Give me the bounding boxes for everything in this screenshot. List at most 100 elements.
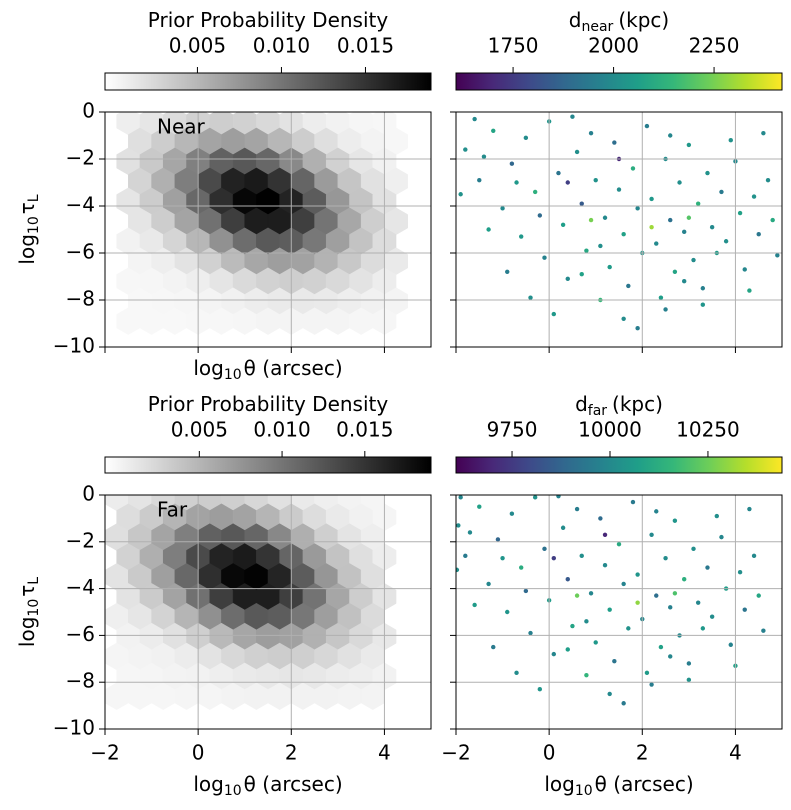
scatter-point bbox=[556, 170, 561, 176]
scatter-point bbox=[663, 307, 668, 312]
colorbar bbox=[455, 456, 783, 474]
scatter-point bbox=[682, 229, 687, 235]
scatter-point bbox=[700, 302, 706, 307]
scatter-point bbox=[682, 279, 687, 284]
scatter-point bbox=[560, 525, 566, 530]
panel: −10 −8 −6 −4 −2 0 Near 0.005 0.010 0.015 bbox=[53, 34, 432, 358]
colorbar-tick-label: 0.010 bbox=[253, 34, 310, 58]
scatter-point bbox=[500, 206, 505, 211]
scatter-point bbox=[528, 630, 533, 636]
scatter-point bbox=[672, 518, 678, 523]
y-tick-label: −6 bbox=[66, 240, 95, 264]
axes-frame bbox=[455, 494, 783, 730]
y-tick-label: −10 bbox=[53, 334, 95, 358]
scatter-point bbox=[560, 222, 566, 227]
label-subscript: 10 bbox=[224, 367, 242, 383]
colorbar-tick-label: 9750 bbox=[487, 418, 538, 442]
x-tick-label: 2 bbox=[636, 741, 649, 765]
colorbar bbox=[104, 456, 432, 474]
scatter-point bbox=[775, 253, 780, 258]
label-part: log bbox=[15, 234, 39, 265]
label-part: log bbox=[15, 617, 39, 648]
scatter-point bbox=[579, 271, 584, 277]
scatter-point bbox=[477, 504, 482, 509]
scatter-point bbox=[668, 654, 673, 659]
y-tick-label: −8 bbox=[66, 669, 95, 693]
axes-frame bbox=[104, 111, 432, 348]
scatter-point bbox=[761, 628, 766, 633]
y-tick-label: 0 bbox=[82, 482, 95, 506]
y-axis-label: log10 τL bbox=[15, 194, 43, 264]
scatter-point bbox=[588, 591, 594, 596]
scatter-point bbox=[672, 591, 678, 596]
scatter-point bbox=[668, 217, 673, 223]
plot-area bbox=[456, 495, 766, 706]
scatter-point bbox=[649, 196, 654, 202]
scatter-point bbox=[644, 670, 650, 676]
scatter-point bbox=[635, 206, 640, 211]
label-subscript: L bbox=[26, 577, 42, 585]
scatter-point bbox=[626, 626, 631, 631]
scatter-point bbox=[528, 295, 533, 300]
scatter-point bbox=[519, 565, 524, 570]
label-part: log bbox=[544, 772, 575, 796]
scatter-point bbox=[584, 248, 589, 253]
scatter-point bbox=[588, 217, 594, 223]
scatter-point bbox=[505, 269, 510, 274]
scatter-point bbox=[728, 138, 733, 143]
scatter-point bbox=[565, 577, 570, 582]
colorbar-tick-label: 0.010 bbox=[253, 418, 310, 442]
scatter-point bbox=[756, 232, 761, 237]
colorbar-tick-label: 2000 bbox=[588, 34, 639, 58]
scatter-point bbox=[719, 189, 724, 195]
scatter-point bbox=[705, 565, 710, 570]
scatter-point bbox=[458, 192, 463, 197]
colorbar-label: dnear (kpc) bbox=[569, 8, 669, 36]
scatter-point bbox=[579, 553, 584, 559]
scatter-point bbox=[523, 588, 529, 594]
colorbar-tick-label: 2250 bbox=[689, 34, 740, 58]
scatter-point bbox=[770, 217, 775, 223]
y-tick-label: −6 bbox=[66, 622, 95, 646]
scatter-point bbox=[467, 530, 473, 535]
scatter-point bbox=[649, 682, 654, 687]
label-part: (kpc) bbox=[618, 8, 669, 32]
y-axis-label: log10 τL bbox=[15, 577, 43, 647]
scatter-point bbox=[505, 609, 510, 615]
scatter-point bbox=[668, 605, 673, 610]
scatter-point bbox=[616, 187, 622, 192]
scatter-point bbox=[747, 506, 752, 512]
scatter-point bbox=[761, 130, 766, 136]
scatter-point bbox=[742, 607, 747, 612]
label-part: θ (arcsec) bbox=[595, 772, 694, 796]
scatter-point bbox=[682, 577, 687, 582]
colorbar bbox=[455, 72, 783, 91]
scatter-point bbox=[700, 286, 706, 291]
scatter-point bbox=[621, 701, 626, 706]
x-tick-label: 4 bbox=[378, 741, 391, 765]
scatter-point bbox=[747, 288, 752, 293]
colorbar-tick-label: 0.005 bbox=[169, 34, 226, 58]
scatter-point bbox=[709, 224, 715, 230]
scatter-point bbox=[602, 215, 608, 220]
x-tick-label: −2 bbox=[90, 741, 119, 765]
plot-area bbox=[458, 114, 780, 331]
x-axis-label: log10 θ (arcsec) bbox=[193, 356, 342, 384]
label-part: Prior Probability Density bbox=[148, 392, 389, 416]
scatter-point bbox=[593, 640, 598, 645]
colorbar-tick-label: 0.015 bbox=[336, 418, 393, 442]
scatter-point bbox=[491, 644, 496, 650]
scatter-point bbox=[635, 572, 640, 577]
scatter-point bbox=[598, 243, 603, 249]
scatter-point bbox=[672, 269, 678, 274]
scatter-point bbox=[626, 283, 631, 289]
label-subscript: far bbox=[588, 403, 608, 419]
scatter-point bbox=[737, 210, 743, 216]
scatter-point bbox=[463, 553, 468, 559]
scatter-point bbox=[509, 161, 515, 166]
scatter-point bbox=[472, 116, 477, 122]
scatter-point bbox=[472, 602, 477, 608]
scatter-point bbox=[691, 257, 696, 263]
